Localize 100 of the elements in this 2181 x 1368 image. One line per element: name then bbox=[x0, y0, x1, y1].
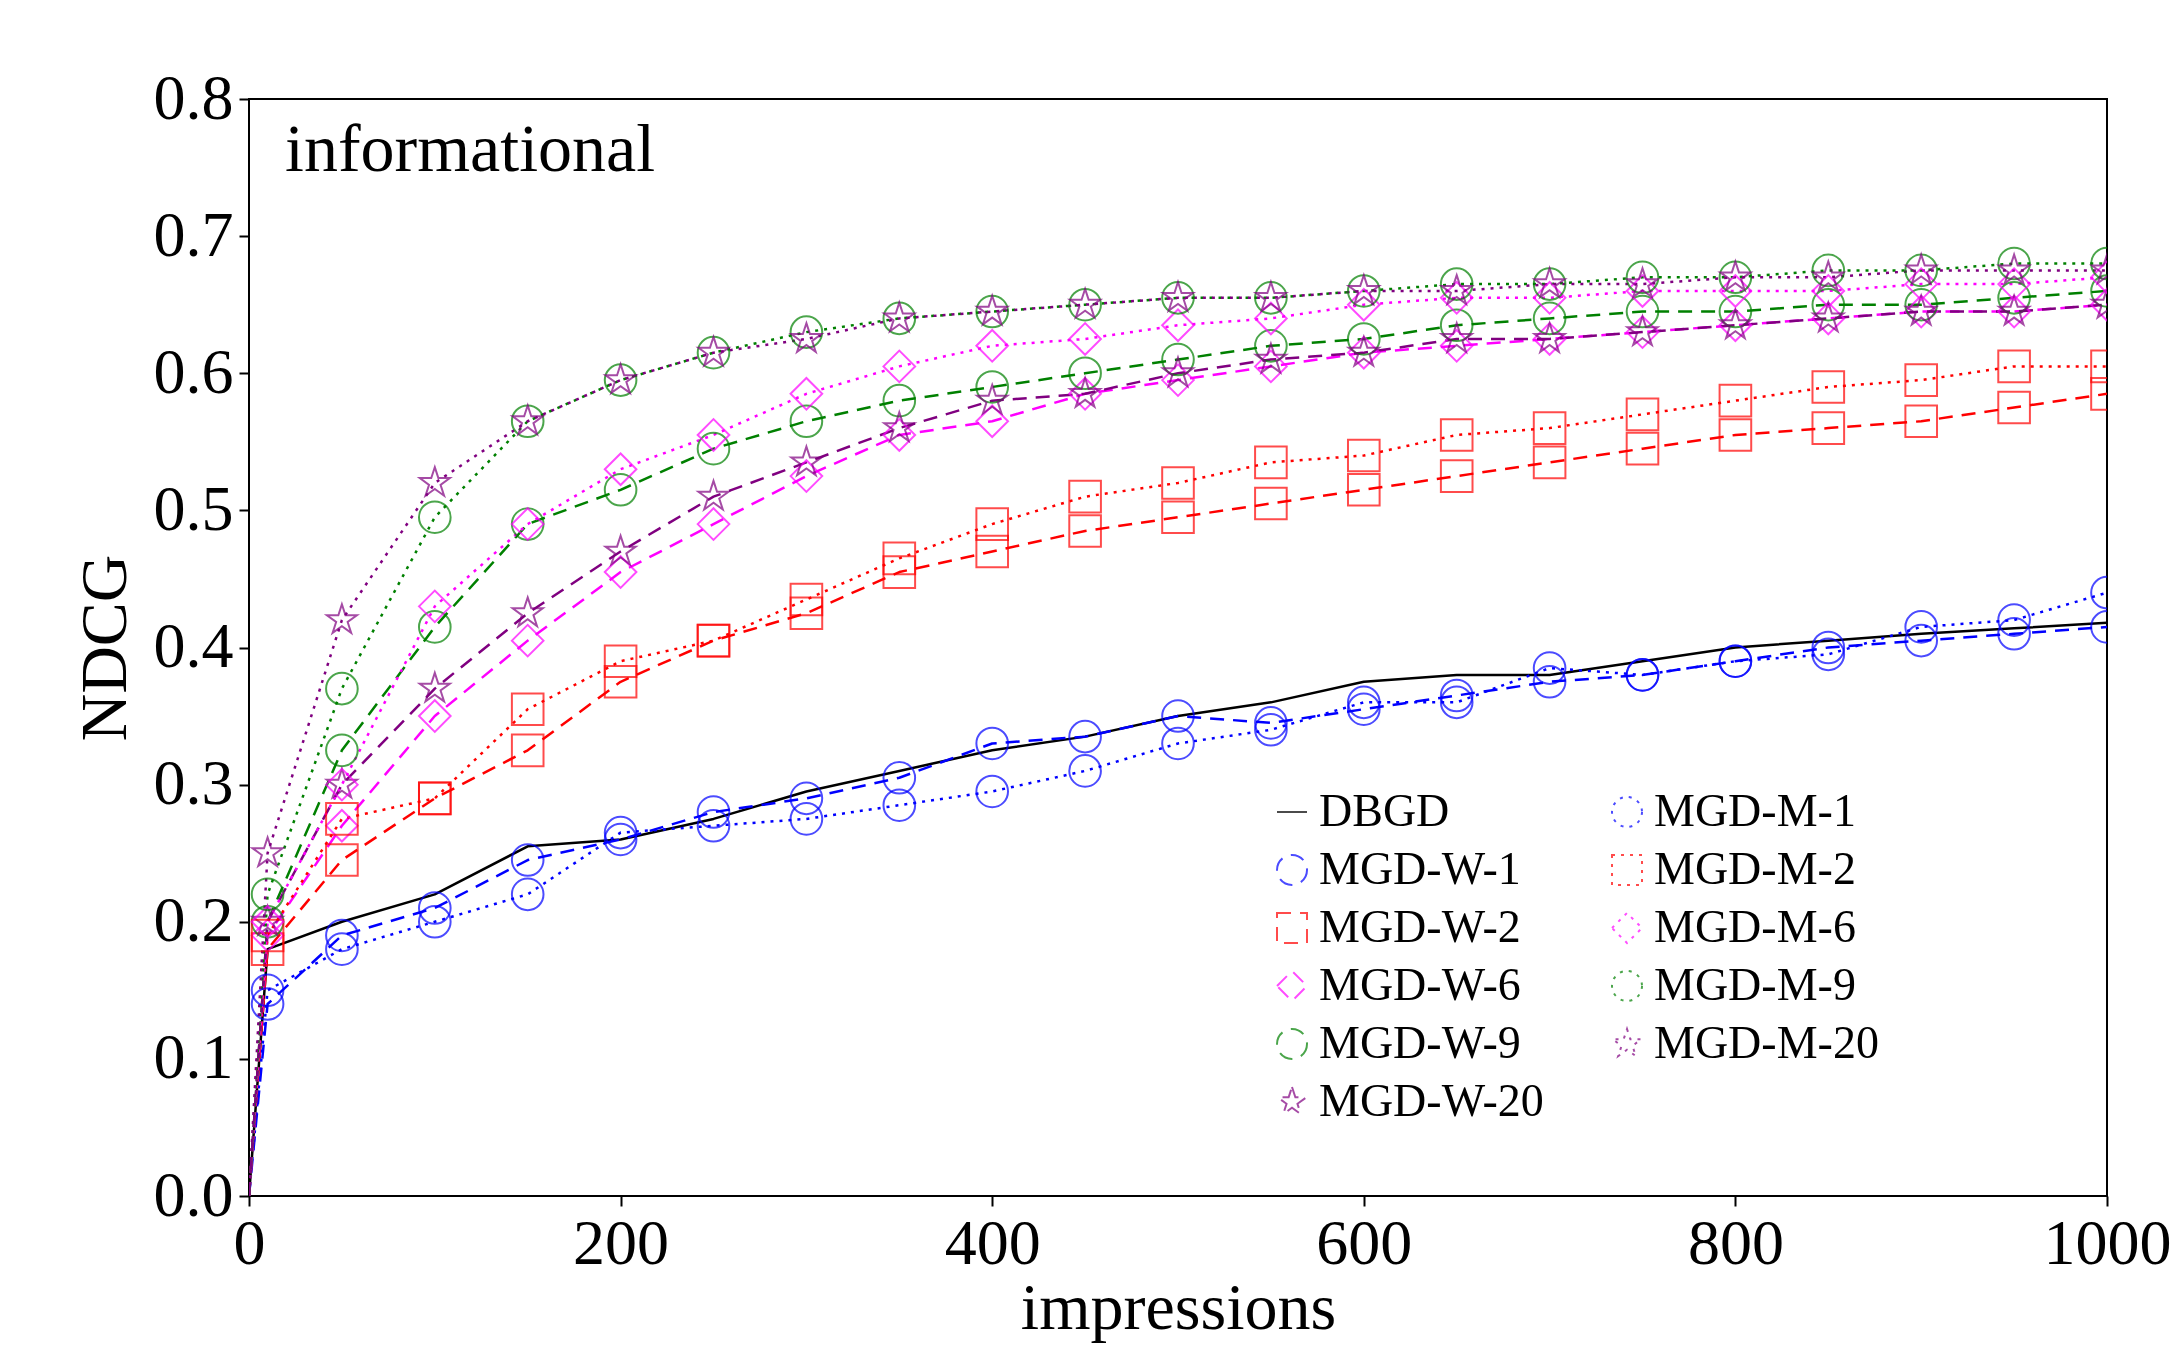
y-tick-label: 0.1 bbox=[153, 1021, 234, 1093]
point bbox=[1811, 274, 1846, 308]
point bbox=[1068, 479, 1102, 514]
point bbox=[975, 774, 1010, 809]
point bbox=[510, 733, 545, 768]
point bbox=[1161, 699, 1195, 733]
point bbox=[1253, 340, 1289, 375]
point bbox=[1904, 623, 1939, 658]
point bbox=[325, 733, 359, 768]
point bbox=[250, 987, 285, 1021]
y-tick-label: 0.2 bbox=[153, 884, 234, 956]
point bbox=[1997, 349, 2031, 384]
x-tick-label: 1000 bbox=[2043, 1206, 2172, 1278]
point bbox=[1068, 754, 1102, 788]
point bbox=[249, 834, 286, 869]
legend-label: MGD-W-20 bbox=[1319, 1075, 1544, 1126]
point bbox=[696, 418, 731, 452]
point bbox=[1346, 438, 1381, 473]
point bbox=[1532, 665, 1567, 699]
point bbox=[975, 329, 1010, 363]
point bbox=[696, 795, 731, 829]
point bbox=[1997, 267, 2031, 301]
legend-label: MGD-M-2 bbox=[1654, 843, 1856, 894]
point bbox=[510, 877, 545, 912]
point bbox=[510, 623, 545, 658]
x-tick-label: 0 bbox=[233, 1206, 266, 1278]
point bbox=[325, 932, 359, 966]
point bbox=[788, 320, 825, 355]
point bbox=[882, 418, 917, 452]
point bbox=[1254, 349, 1288, 384]
point bbox=[1997, 281, 2031, 315]
y-axis-title: NDCG bbox=[66, 554, 140, 742]
point bbox=[882, 760, 917, 795]
legend-label: MGD-M-1 bbox=[1654, 785, 1856, 836]
point bbox=[1811, 287, 1846, 322]
point bbox=[1254, 445, 1288, 480]
point bbox=[1997, 617, 2031, 651]
point bbox=[1625, 274, 1660, 308]
point bbox=[975, 534, 1010, 569]
point bbox=[510, 843, 545, 877]
point bbox=[1068, 719, 1102, 754]
y-tick-label: 0.8 bbox=[153, 61, 234, 133]
point bbox=[1161, 356, 1195, 388]
point bbox=[1254, 713, 1288, 747]
point bbox=[417, 610, 452, 644]
legend-label: MGD-W-1 bbox=[1319, 843, 1521, 894]
point bbox=[1161, 466, 1195, 500]
point bbox=[1346, 322, 1381, 356]
point bbox=[417, 699, 452, 733]
point bbox=[510, 692, 545, 727]
point bbox=[1811, 637, 1846, 672]
point bbox=[1904, 404, 1939, 439]
point bbox=[250, 877, 285, 912]
legend-label: MGD-M-6 bbox=[1654, 901, 1856, 952]
point bbox=[325, 918, 359, 953]
legend-label: MGD-W-2 bbox=[1319, 901, 1521, 952]
point bbox=[789, 377, 824, 411]
legend-label: MGD-W-6 bbox=[1319, 959, 1521, 1010]
point bbox=[325, 843, 359, 877]
point bbox=[417, 669, 453, 704]
point bbox=[975, 404, 1010, 439]
point bbox=[788, 443, 824, 478]
point bbox=[1439, 685, 1474, 720]
point bbox=[603, 822, 638, 857]
point bbox=[789, 582, 824, 617]
point bbox=[1997, 390, 2031, 425]
point bbox=[1532, 651, 1567, 685]
legend-label: MGD-M-20 bbox=[1654, 1017, 1879, 1068]
point bbox=[1439, 281, 1474, 315]
point bbox=[1811, 411, 1846, 445]
point bbox=[882, 788, 917, 822]
point bbox=[789, 315, 824, 349]
point bbox=[1625, 431, 1660, 466]
y-tick-label: 0.3 bbox=[153, 747, 234, 819]
point bbox=[789, 596, 824, 631]
point bbox=[1718, 294, 1753, 329]
point bbox=[1161, 363, 1195, 397]
y-tick-label: 0.0 bbox=[153, 1158, 234, 1230]
point bbox=[417, 500, 452, 535]
point bbox=[1811, 630, 1846, 665]
point bbox=[975, 370, 1010, 404]
point bbox=[1346, 473, 1381, 507]
point bbox=[975, 507, 1010, 541]
point bbox=[325, 802, 359, 836]
point bbox=[1718, 274, 1753, 308]
point bbox=[1718, 383, 1753, 418]
point bbox=[417, 904, 452, 939]
point bbox=[603, 815, 638, 850]
point bbox=[1254, 706, 1288, 740]
point bbox=[1439, 678, 1474, 713]
point bbox=[1904, 610, 1939, 644]
point bbox=[417, 589, 452, 624]
annotation: informational bbox=[285, 110, 656, 186]
point bbox=[789, 459, 824, 493]
point bbox=[1997, 603, 2031, 637]
point bbox=[789, 802, 824, 836]
point bbox=[882, 349, 917, 384]
point bbox=[1254, 329, 1288, 363]
y-tick-label: 0.6 bbox=[153, 335, 234, 407]
point bbox=[1346, 692, 1381, 726]
